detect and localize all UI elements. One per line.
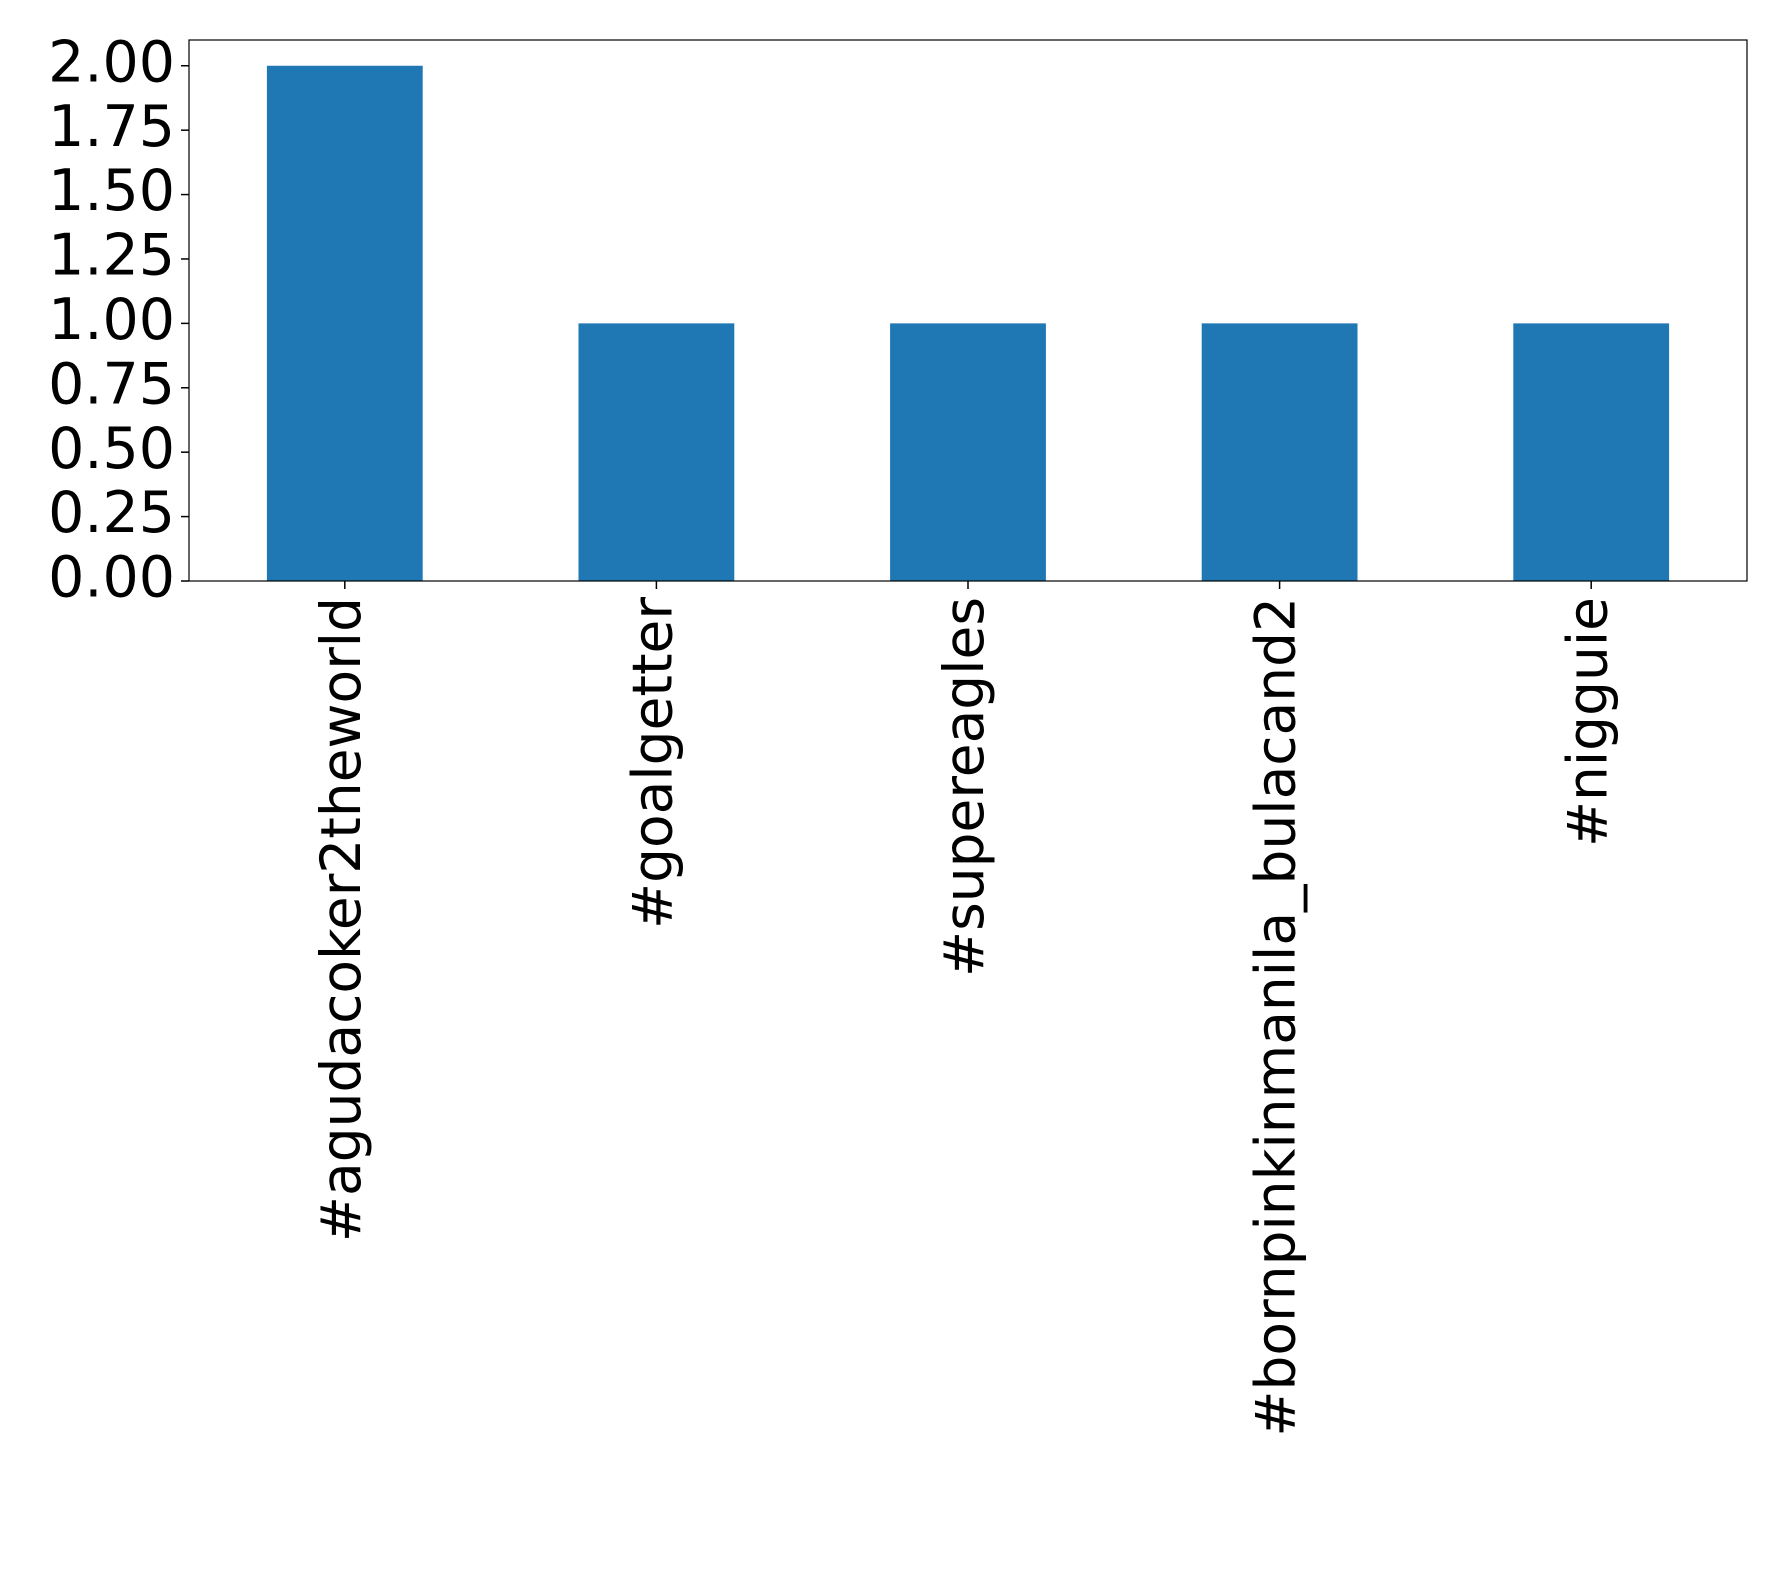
y-tick-label: 1.25 — [48, 223, 175, 289]
bar — [266, 65, 423, 581]
y-tick-label: 0.00 — [48, 545, 175, 611]
x-tick-label: #bornpinkinmanila_bulacand2 — [1244, 597, 1308, 1437]
plot-frame — [188, 39, 1748, 582]
x-tick-label: #goalgetter — [621, 597, 685, 929]
y-tick-label: 0.75 — [48, 351, 175, 417]
y-tick-label: 1.75 — [48, 94, 175, 160]
bar — [578, 323, 735, 581]
x-tick-label: #supereagles — [932, 597, 996, 977]
x-tick-label: #agudacoker2theworld — [309, 597, 373, 1242]
y-tick-label: 0.25 — [48, 480, 175, 546]
x-tick-label: #nigguie — [1555, 597, 1619, 847]
y-tick-label: 1.50 — [48, 158, 175, 224]
y-tick-label: 0.50 — [48, 416, 175, 482]
y-tick-label: 2.00 — [48, 29, 175, 95]
bar — [890, 323, 1046, 581]
y-tick-label: 1.00 — [48, 287, 175, 353]
bar — [1201, 323, 1358, 581]
bar — [1513, 323, 1670, 581]
